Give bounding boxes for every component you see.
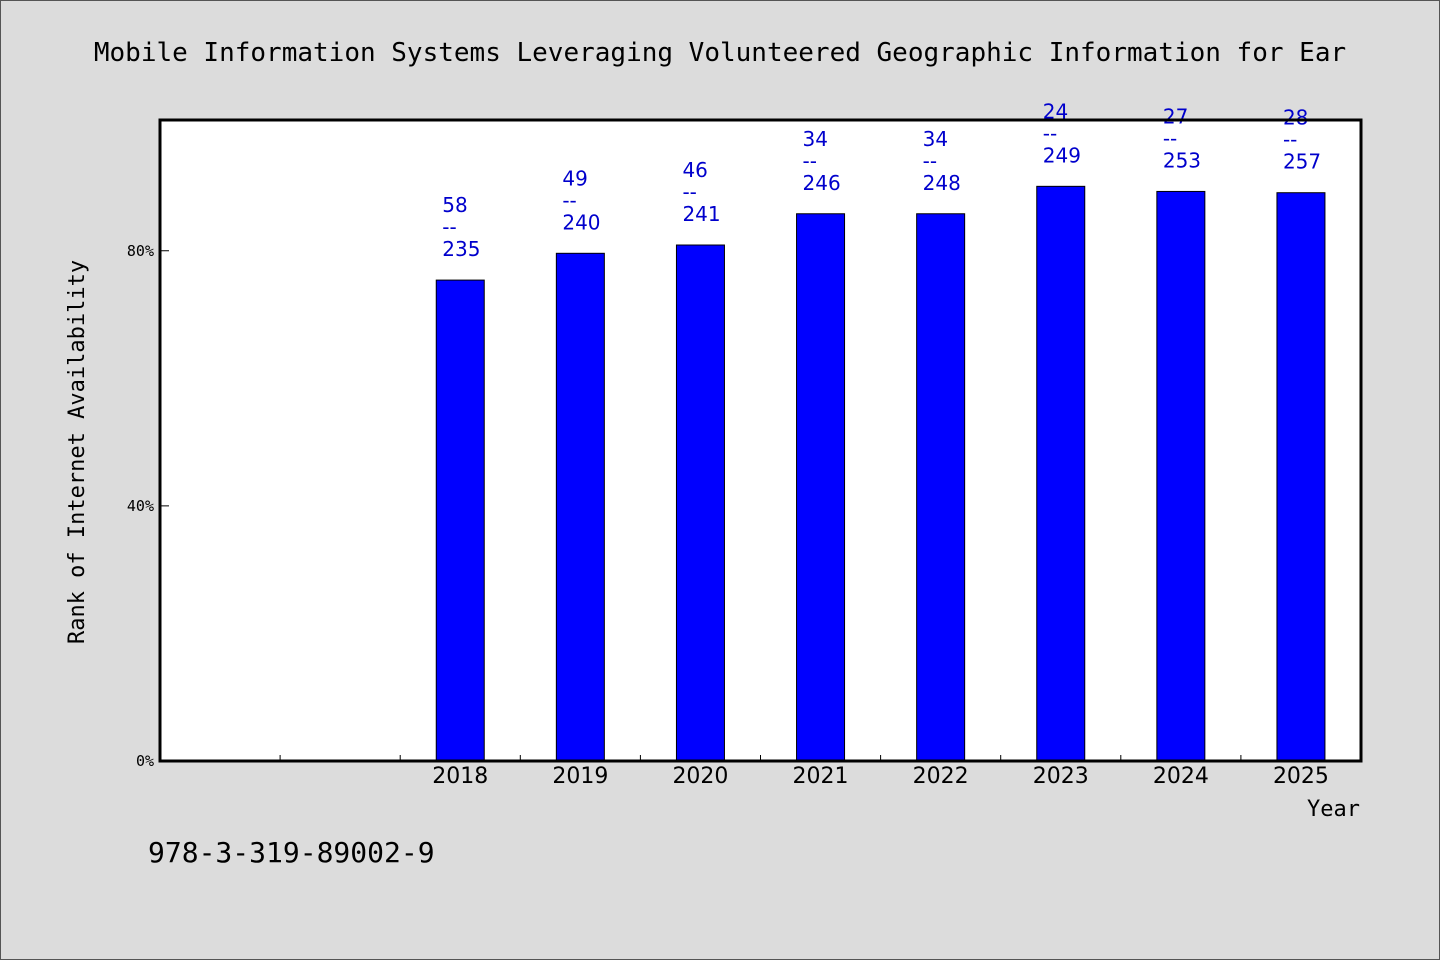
bar-2020 <box>675 244 725 762</box>
x-tick-label: 2022 <box>913 764 969 789</box>
y-tick-label: 0% <box>136 752 154 770</box>
data-label-bottom: 253 <box>1163 148 1201 172</box>
x-tick-label: 2025 <box>1273 764 1329 789</box>
data-label-top: 28 <box>1283 106 1308 130</box>
bar-2022 <box>916 213 966 762</box>
bar-2019 <box>555 252 605 762</box>
chart-title: Mobile Information Systems Leveraging Vo… <box>94 38 1346 68</box>
data-label-bottom: 235 <box>442 237 480 261</box>
data-label-top: 34 <box>803 127 828 151</box>
data-label-separator: -- <box>442 215 456 239</box>
data-label-top: 46 <box>682 158 707 182</box>
data-label-separator: -- <box>562 188 576 212</box>
data-label-top: 34 <box>923 127 948 151</box>
x-tick-label: 2019 <box>552 764 608 789</box>
data-label-separator: -- <box>682 180 696 204</box>
data-label-separator: -- <box>1043 121 1057 145</box>
bar-2023 <box>1036 185 1086 762</box>
plot-frame <box>158 118 1363 763</box>
data-label-bottom: 248 <box>923 171 961 195</box>
y-tick-label: 80% <box>127 242 154 260</box>
bar-2025 <box>1276 192 1326 762</box>
x-tick-label: 2024 <box>1153 764 1209 789</box>
bar-2018 <box>435 279 485 762</box>
data-label-bottom: 257 <box>1283 150 1321 174</box>
data-label-separator: -- <box>1283 128 1297 152</box>
x-tick-label: 2023 <box>1033 764 1089 789</box>
x-tick-label: 2020 <box>672 764 728 789</box>
data-labels-layer: 58--23549--24046--24134--24634--24824--2… <box>442 99 1321 261</box>
data-label-top: 58 <box>442 193 467 217</box>
data-label-bottom: 241 <box>682 202 720 226</box>
x-tick-label: 2021 <box>793 764 849 789</box>
data-label-separator: -- <box>1163 126 1177 150</box>
bar-2021 <box>796 213 846 762</box>
x-tick-label: 2018 <box>432 764 488 789</box>
data-label-separator: -- <box>803 149 817 173</box>
bar-2024 <box>1156 190 1206 762</box>
bars-layer <box>435 185 1326 762</box>
data-label-bottom: 246 <box>803 171 841 195</box>
data-label-top: 49 <box>562 166 587 190</box>
data-label-bottom: 240 <box>562 210 600 234</box>
data-label-bottom: 249 <box>1043 143 1081 167</box>
data-label-top: 27 <box>1163 104 1188 128</box>
y-tick-label: 40% <box>127 497 154 515</box>
x-axis-title: Year <box>1307 797 1360 822</box>
isbn-footnote: 978-3-319-89002-9 <box>148 836 435 869</box>
axes-layer: 0% 40% 80% 2018 2019 2020 2021 2022 2023 2024 2025 <box>127 242 1329 789</box>
y-axis-title: Rank of Internet Availability <box>65 260 90 644</box>
data-label-separator: -- <box>923 149 937 173</box>
